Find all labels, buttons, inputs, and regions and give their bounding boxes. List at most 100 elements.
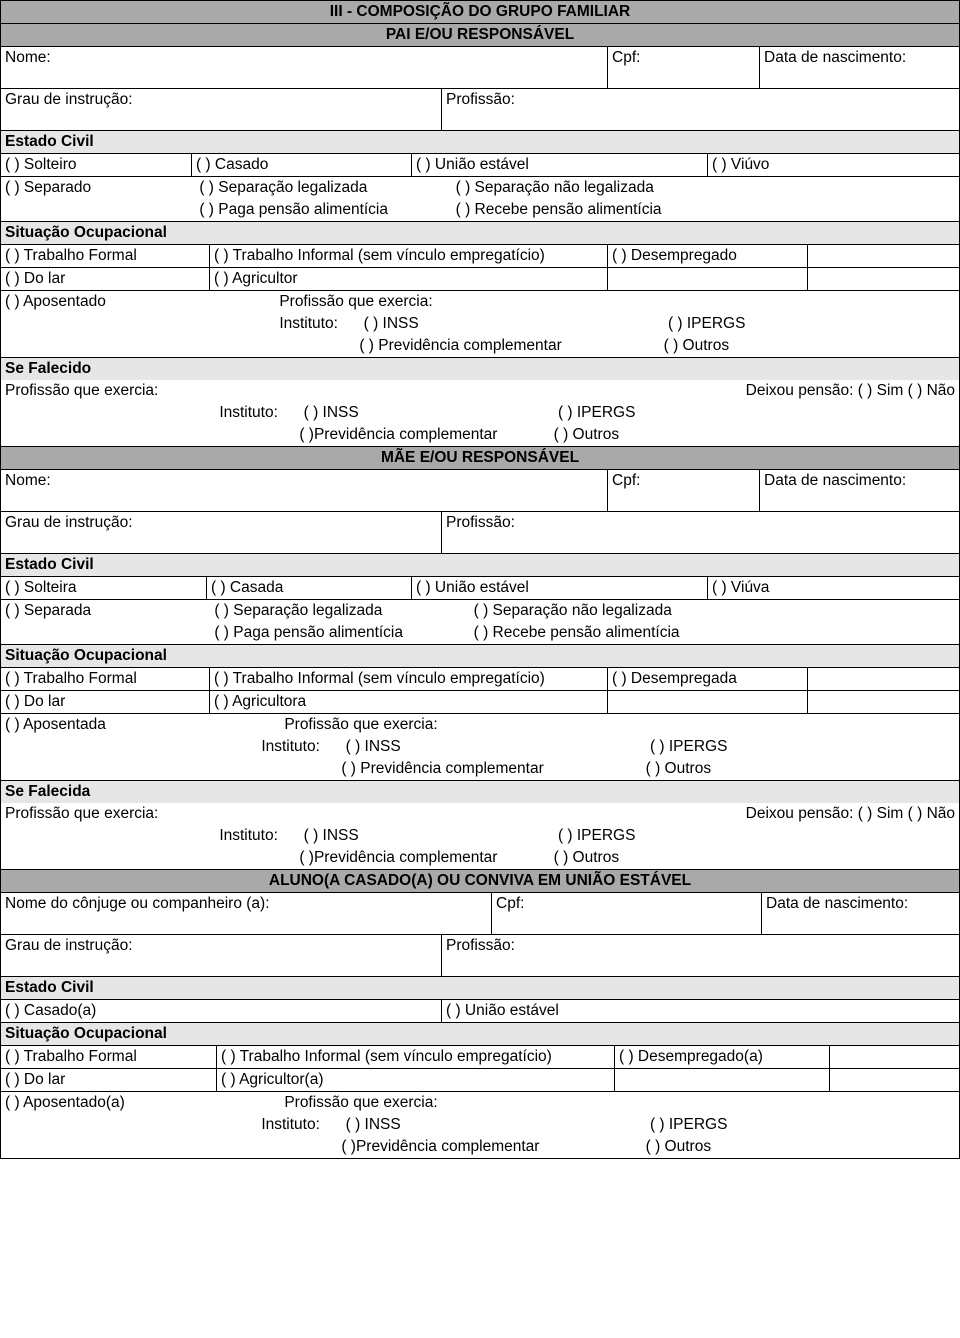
- pai-dob-label[interactable]: Data de nascimento:: [759, 47, 959, 88]
- mae-fal-deixou[interactable]: Deixou pensão: ( ) Sim ( ) Não: [746, 805, 955, 823]
- pai-subtitle: PAI E/OU RESPONSÁVEL: [1, 23, 959, 46]
- mae-outros[interactable]: ( ) Outros: [646, 760, 711, 777]
- mae-ec-solteira[interactable]: ( ) Solteira: [1, 577, 206, 599]
- pai-ec-sepleg[interactable]: ( ) Separação legalizada: [199, 179, 451, 197]
- aluno-ocup-aposentado[interactable]: ( ) Aposentado(a): [5, 1094, 280, 1112]
- pai-ec-viuvo[interactable]: ( ) Viúvo: [707, 154, 959, 176]
- pai-fal-deixou[interactable]: Deixou pensão: ( ) Sim ( ) Não: [746, 382, 955, 400]
- aluno-ec-casado[interactable]: ( ) Casado(a): [1, 1000, 441, 1022]
- aluno-sit-ocup-hdr: Situação Ocupacional: [1, 1022, 959, 1045]
- pai-ec-paga[interactable]: ( ) Paga pensão alimentícia: [199, 201, 451, 219]
- mae-inss[interactable]: ( ) INSS: [346, 738, 646, 756]
- mae-fal-outros[interactable]: ( ) Outros: [554, 849, 619, 866]
- mae-ec-sepnaoleg[interactable]: ( ) Separação não legalizada: [474, 602, 672, 619]
- mae-ec-casada[interactable]: ( ) Casada: [206, 577, 411, 599]
- mae-ec-paga[interactable]: ( ) Paga pensão alimentícia: [214, 624, 469, 642]
- mae-ocup-desemp[interactable]: ( ) Desempregada: [607, 668, 807, 690]
- pai-ec-solteiro[interactable]: ( ) Solteiro: [1, 154, 191, 176]
- pai-ocup-agric[interactable]: ( ) Agricultor: [209, 268, 607, 290]
- mae-ec-row2: ( ) Separada ( ) Separação legalizada ( …: [1, 599, 959, 622]
- aluno-prev[interactable]: ( )Previdência complementar: [341, 1138, 641, 1156]
- aluno-ocup-formal[interactable]: ( ) Trabalho Formal: [1, 1046, 216, 1068]
- aluno-cpf-label[interactable]: Cpf:: [491, 893, 761, 934]
- aluno-ocup-desemp[interactable]: ( ) Desempregado(a): [614, 1046, 829, 1068]
- mae-dob-label[interactable]: Data de nascimento:: [759, 470, 959, 511]
- mae-ocup-agric[interactable]: ( ) Agricultora: [209, 691, 607, 713]
- pai-fal-row1: Profissão que exercia: Deixou pensão: ( …: [1, 380, 959, 402]
- mae-grau-label[interactable]: Grau de instrução:: [1, 512, 441, 553]
- mae-ec-viuva[interactable]: ( ) Viúva: [707, 577, 959, 599]
- mae-ocup-aposentada[interactable]: ( ) Aposentada: [5, 716, 280, 734]
- pai-ocup-aposentado[interactable]: ( ) Aposentado: [5, 293, 275, 311]
- mae-prev[interactable]: ( ) Previdência complementar: [341, 760, 641, 778]
- aluno-ocup-row5: ( )Previdência complementar ( ) Outros: [1, 1136, 959, 1158]
- aluno-grau-label[interactable]: Grau de instrução:: [1, 935, 441, 976]
- mae-ocup-informal[interactable]: ( ) Trabalho Informal (sem vínculo empre…: [209, 668, 607, 690]
- mae-fal-row1: Profissão que exercia: Deixou pensão: ( …: [1, 803, 959, 825]
- mae-ocup-row3: ( ) Aposentada Profissão que exercia:: [1, 713, 959, 736]
- mae-fal-prev[interactable]: ( )Previdência complementar: [299, 849, 549, 867]
- pai-cpf-label[interactable]: Cpf:: [607, 47, 759, 88]
- mae-nome-label[interactable]: Nome:: [1, 470, 607, 511]
- aluno-ocup-row1: ( ) Trabalho Formal ( ) Trabalho Informa…: [1, 1045, 959, 1068]
- aluno-profissao-label[interactable]: Profissão:: [441, 935, 959, 976]
- aluno-ocup-lar[interactable]: ( ) Do lar: [1, 1069, 216, 1091]
- mae-ocup-formal[interactable]: ( ) Trabalho Formal: [1, 668, 209, 690]
- mae-ec-uniao[interactable]: ( ) União estável: [411, 577, 707, 599]
- pai-profissao-label[interactable]: Profissão:: [441, 89, 959, 130]
- aluno-ec-uniao[interactable]: ( ) União estável: [441, 1000, 959, 1022]
- pai-ipergs[interactable]: ( ) IPERGS: [668, 315, 746, 332]
- mae-cpf-label[interactable]: Cpf:: [607, 470, 759, 511]
- pai-fal-inss[interactable]: ( ) INSS: [304, 404, 554, 422]
- mae-profissao-label[interactable]: Profissão:: [441, 512, 959, 553]
- pai-grau-label[interactable]: Grau de instrução:: [1, 89, 441, 130]
- mae-fal-profex: Profissão que exercia:: [5, 805, 158, 823]
- aluno-inss[interactable]: ( ) INSS: [346, 1116, 646, 1134]
- pai-ec-sepnaoleg[interactable]: ( ) Separação não legalizada: [456, 179, 654, 196]
- aluno-nome-label[interactable]: Nome do cônjuge ou companheiro (a):: [1, 893, 491, 934]
- pai-ec-separado[interactable]: ( ) Separado: [5, 179, 195, 197]
- pai-fal-profex: Profissão que exercia:: [5, 382, 158, 400]
- aluno-dob-label[interactable]: Data de nascimento:: [761, 893, 959, 934]
- mae-ec-recebe[interactable]: ( ) Recebe pensão alimentícia: [474, 624, 680, 641]
- form-sheet: III - COMPOSIÇÃO DO GRUPO FAMILIAR PAI E…: [0, 0, 960, 1159]
- pai-ocup-row4: Instituto: ( ) INSS ( ) IPERGS: [1, 313, 959, 335]
- aluno-ocup-agric[interactable]: ( ) Agricultor(a): [216, 1069, 614, 1091]
- pai-ocup-blank1: [807, 245, 959, 267]
- mae-ec-sepleg[interactable]: ( ) Separação legalizada: [214, 602, 469, 620]
- pai-fal-outros[interactable]: ( ) Outros: [554, 426, 619, 443]
- mae-ec-separada[interactable]: ( ) Separada: [5, 602, 210, 620]
- mae-fal-inss[interactable]: ( ) INSS: [304, 827, 554, 845]
- aluno-inst-lbl: Instituto:: [261, 1116, 341, 1134]
- pai-ec-recebe[interactable]: ( ) Recebe pensão alimentícia: [456, 201, 662, 218]
- pai-education-row: Grau de instrução: Profissão:: [1, 88, 959, 130]
- pai-prev[interactable]: ( ) Previdência complementar: [359, 337, 659, 355]
- pai-outros[interactable]: ( ) Outros: [664, 337, 729, 354]
- pai-ocup-row5: ( ) Previdência complementar ( ) Outros: [1, 335, 959, 357]
- mae-fal-ipergs[interactable]: ( ) IPERGS: [558, 827, 636, 844]
- mae-subtitle: MÃE E/OU RESPONSÁVEL: [1, 446, 959, 469]
- pai-ocup-formal[interactable]: ( ) Trabalho Formal: [1, 245, 209, 267]
- mae-ocup-blank2: [607, 691, 807, 713]
- section-3-title: III - COMPOSIÇÃO DO GRUPO FAMILIAR: [1, 1, 959, 23]
- aluno-ocup-informal[interactable]: ( ) Trabalho Informal (sem vínculo empre…: [216, 1046, 614, 1068]
- pai-ocup-lar[interactable]: ( ) Do lar: [1, 268, 209, 290]
- mae-ocup-row5: ( ) Previdência complementar ( ) Outros: [1, 758, 959, 780]
- pai-ec-casado[interactable]: ( ) Casado: [191, 154, 411, 176]
- mae-ocup-lar[interactable]: ( ) Do lar: [1, 691, 209, 713]
- pai-ec-uniao[interactable]: ( ) União estável: [411, 154, 707, 176]
- pai-ec-row2: ( ) Separado ( ) Separação legalizada ( …: [1, 176, 959, 199]
- mae-ipergs[interactable]: ( ) IPERGS: [650, 738, 728, 755]
- aluno-subtitle: ALUNO(A CASADO(A) OU CONVIVA EM UNIÃO ES…: [1, 869, 959, 892]
- aluno-ipergs[interactable]: ( ) IPERGS: [650, 1116, 728, 1133]
- mae-estado-civil-hdr: Estado Civil: [1, 553, 959, 576]
- pai-fal-ipergs[interactable]: ( ) IPERGS: [558, 404, 636, 421]
- pai-ocup-desemp[interactable]: ( ) Desempregado: [607, 245, 807, 267]
- pai-ocup-row1: ( ) Trabalho Formal ( ) Trabalho Informa…: [1, 244, 959, 267]
- aluno-outros[interactable]: ( ) Outros: [646, 1138, 711, 1155]
- pai-ec-row1: ( ) Solteiro ( ) Casado ( ) União estáve…: [1, 153, 959, 176]
- pai-fal-prev[interactable]: ( )Previdência complementar: [299, 426, 549, 444]
- pai-inss[interactable]: ( ) INSS: [364, 315, 664, 333]
- pai-nome-label[interactable]: Nome:: [1, 47, 607, 88]
- pai-ocup-informal[interactable]: ( ) Trabalho Informal (sem vínculo empre…: [209, 245, 607, 267]
